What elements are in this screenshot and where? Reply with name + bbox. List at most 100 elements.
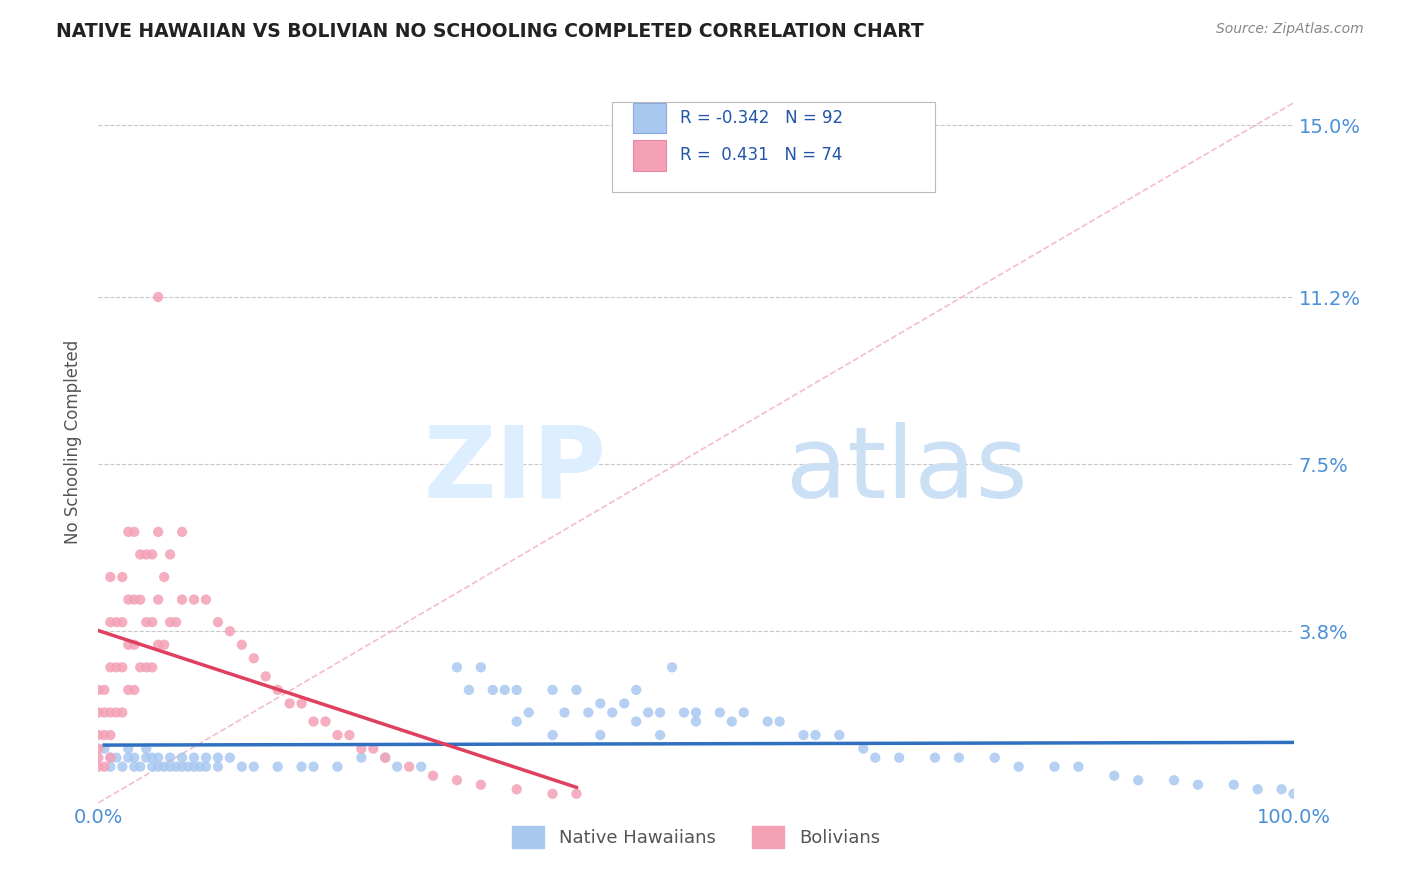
Point xyxy=(129,548,152,562)
Point xyxy=(98,728,122,742)
Point xyxy=(93,682,115,697)
Point xyxy=(648,728,672,742)
Point xyxy=(768,714,790,729)
Point xyxy=(153,760,176,774)
Point xyxy=(1043,760,1066,774)
Point xyxy=(709,706,731,720)
Point xyxy=(661,660,683,674)
Point xyxy=(589,697,612,711)
Point xyxy=(165,615,187,630)
Point xyxy=(93,728,115,742)
Point xyxy=(93,760,115,774)
Point xyxy=(243,760,266,774)
Point xyxy=(207,615,229,630)
Point xyxy=(135,741,157,756)
Point xyxy=(87,750,110,764)
Point xyxy=(165,760,187,774)
Point xyxy=(98,760,122,774)
Point xyxy=(98,706,122,720)
Point xyxy=(129,760,152,774)
Point xyxy=(506,782,529,797)
Point xyxy=(183,592,205,607)
Point xyxy=(326,760,349,774)
FancyBboxPatch shape xyxy=(633,140,666,170)
Point xyxy=(291,760,314,774)
Legend: Native Hawaiians, Bolivians: Native Hawaiians, Bolivians xyxy=(505,819,887,855)
Point xyxy=(135,750,157,764)
Point xyxy=(117,750,139,764)
Point xyxy=(98,570,122,584)
Point xyxy=(105,660,128,674)
Text: R = -0.342   N = 92: R = -0.342 N = 92 xyxy=(681,109,844,127)
Point xyxy=(865,750,887,764)
Point xyxy=(188,760,211,774)
Point xyxy=(141,750,163,764)
Point xyxy=(159,750,181,764)
Point xyxy=(541,728,564,742)
Point xyxy=(87,728,110,742)
Text: R =  0.431   N = 74: R = 0.431 N = 74 xyxy=(681,146,842,164)
Point xyxy=(124,524,146,539)
FancyBboxPatch shape xyxy=(613,102,935,193)
Point xyxy=(135,615,157,630)
Point xyxy=(470,660,492,674)
Point xyxy=(254,669,277,683)
Point xyxy=(135,548,157,562)
Point xyxy=(1271,782,1294,797)
Point xyxy=(135,660,157,674)
Point xyxy=(148,592,170,607)
Point xyxy=(177,760,200,774)
Point xyxy=(565,787,588,801)
Point xyxy=(589,728,612,742)
Point xyxy=(1128,773,1150,788)
Point xyxy=(458,682,481,697)
Point xyxy=(350,741,373,756)
Point xyxy=(148,524,170,539)
Text: ZIP: ZIP xyxy=(423,422,606,519)
Point xyxy=(153,638,176,652)
Point xyxy=(87,706,110,720)
Point xyxy=(470,778,492,792)
Point xyxy=(1187,778,1209,792)
Point xyxy=(172,592,194,607)
Point xyxy=(446,660,468,674)
Point xyxy=(613,697,636,711)
Text: Source: ZipAtlas.com: Source: ZipAtlas.com xyxy=(1216,22,1364,37)
Point xyxy=(111,615,134,630)
Point xyxy=(117,592,139,607)
Point xyxy=(889,750,911,764)
Point xyxy=(541,682,564,697)
Point xyxy=(685,714,707,729)
Point xyxy=(111,660,134,674)
Point xyxy=(637,706,659,720)
Point xyxy=(385,760,409,774)
Point xyxy=(172,750,194,764)
Point xyxy=(398,760,420,774)
Point xyxy=(984,750,1007,764)
Point xyxy=(721,714,744,729)
Point xyxy=(422,769,444,783)
Point xyxy=(374,750,396,764)
Point xyxy=(350,750,373,764)
Point xyxy=(153,570,176,584)
Point xyxy=(231,760,253,774)
Point xyxy=(481,682,505,697)
Point xyxy=(326,728,349,742)
Point xyxy=(1282,787,1305,801)
Point xyxy=(141,760,163,774)
Point xyxy=(195,760,218,774)
Point xyxy=(148,638,170,652)
Point xyxy=(517,706,540,720)
Point xyxy=(219,750,242,764)
Point xyxy=(141,660,163,674)
Point xyxy=(339,728,361,742)
Point xyxy=(98,615,122,630)
Point xyxy=(207,750,229,764)
Point xyxy=(219,624,242,639)
Point xyxy=(315,714,337,729)
Point xyxy=(852,741,875,756)
Point xyxy=(207,760,229,774)
Point xyxy=(1163,773,1185,788)
Point xyxy=(93,741,115,756)
Point xyxy=(541,787,564,801)
